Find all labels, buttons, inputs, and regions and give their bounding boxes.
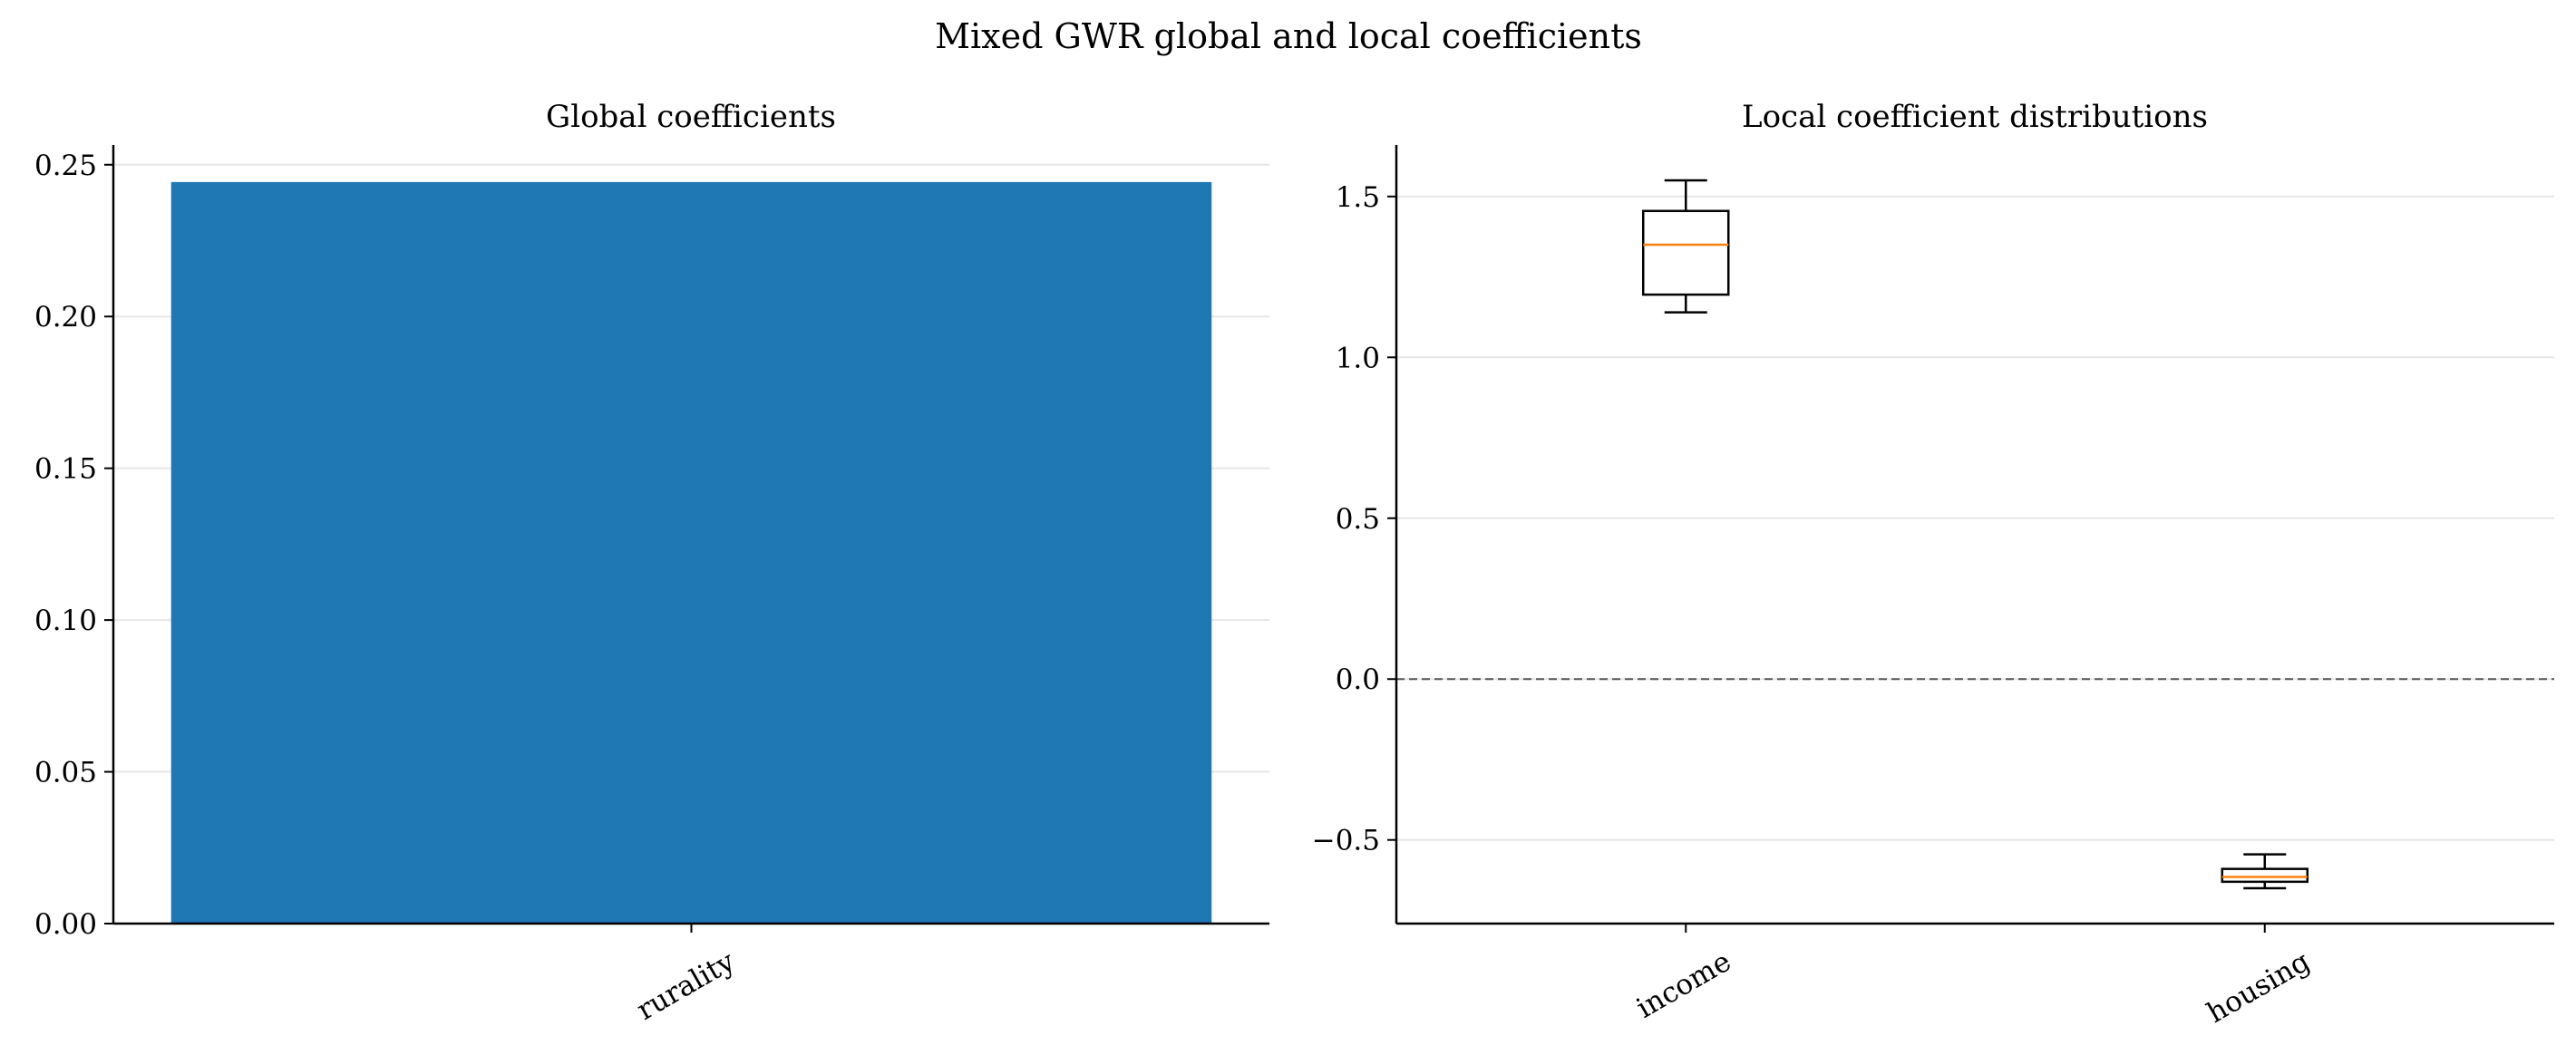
global-y-tick-label: 0.00: [34, 908, 97, 941]
global-coefficients-panel: Global coefficients 0.00 0.05 0.10 0.15 0.20…: [34, 99, 1269, 1027]
box-housing: [2221, 853, 2309, 890]
local-gridlines: [1396, 195, 2554, 841]
local-y-tick-label: 1.5: [1336, 181, 1380, 214]
bar-rurality: [170, 181, 1212, 924]
local-axes: [1395, 145, 2554, 925]
global-bars: [170, 181, 1212, 924]
global-y-tick-label: 0.05: [34, 757, 97, 789]
box-income: [1642, 179, 1730, 314]
local-y-tick-label: 1.0: [1336, 342, 1380, 374]
global-y-tick-label: 0.20: [34, 301, 97, 334]
figure-title: Mixed GWR global and local coefficients: [935, 16, 1642, 56]
iqr-box: [2221, 867, 2309, 884]
local-x-ticks: income housing: [1631, 924, 2316, 1030]
global-y-tick-label: 0.10: [34, 605, 97, 637]
local-y-tick-label: 0.0: [1336, 663, 1380, 696]
local-boxes: [1642, 179, 2309, 890]
global-y-tick-label: 0.15: [34, 453, 97, 486]
local-y-tick-label: −0.5: [1312, 825, 1380, 857]
global-y-ticks: 0.00 0.05 0.10 0.15 0.20 0.25: [34, 150, 113, 941]
local-x-tick-label: housing: [2202, 945, 2316, 1030]
local-y-tick-label: 0.5: [1336, 503, 1380, 536]
global-panel-title: Global coefficients: [546, 99, 836, 135]
global-x-tick-label: rurality: [631, 945, 741, 1027]
local-distributions-panel: Local coefficient distributions −0.5 0.0 0…: [1312, 99, 2554, 1030]
local-x-tick-label: income: [1631, 945, 1736, 1025]
iqr-box: [1642, 209, 1730, 296]
local-panel-title: Local coefficient distributions: [1742, 99, 2208, 135]
local-y-ticks: −0.5 0.0 0.5 1.0 1.5: [1312, 181, 1396, 857]
global-y-tick-label: 0.25: [34, 150, 97, 182]
global-x-ticks: rurality: [631, 924, 741, 1027]
